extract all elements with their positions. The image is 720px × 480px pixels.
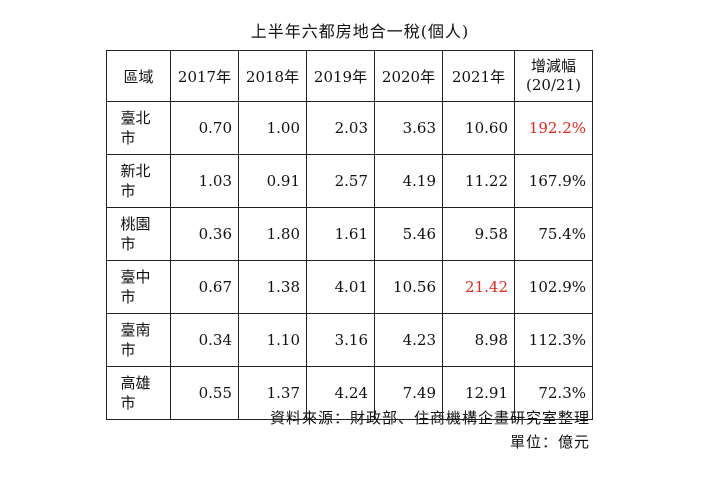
- change-cell: 75.4%: [514, 207, 593, 261]
- value-cell-2021: 12.91: [442, 366, 515, 420]
- region-cell: 新北市: [106, 154, 171, 208]
- value-cell-2021: 9.58: [442, 207, 515, 261]
- value-cell-2017: 0.70: [170, 101, 239, 155]
- table-row: 臺北市 0.70 1.00 2.03 3.63 10.60 192.2%: [106, 101, 593, 155]
- change-cell: 102.9%: [514, 260, 593, 314]
- column-header-2018: 2018年: [238, 50, 307, 102]
- value-cell-2019: 1.61: [306, 207, 375, 261]
- tax-table: 區域 2017年 2018年 2019年 2020年 2021年 增減幅 (20…: [106, 50, 593, 420]
- value-cell-2021: 21.42: [442, 260, 515, 314]
- value-cell-2019: 3.16: [306, 313, 375, 367]
- value-cell-2019: 2.03: [306, 101, 375, 155]
- change-cell: 112.3%: [514, 313, 593, 367]
- value-cell-2021: 8.98: [442, 313, 515, 367]
- change-cell: 192.2%: [514, 101, 593, 155]
- value-cell-2020: 10.56: [374, 260, 443, 314]
- value-cell-2018: 0.91: [238, 154, 307, 208]
- change-cell: 72.3%: [514, 366, 593, 420]
- value-cell-2018: 1.37: [238, 366, 307, 420]
- region-label: 臺南市: [120, 321, 151, 359]
- change-header-label: 增減幅: [530, 57, 576, 75]
- column-header-2021: 2021年: [442, 50, 515, 102]
- table-row: 臺中市 0.67 1.38 4.01 10.56 21.42 102.9%: [106, 260, 593, 314]
- header-row: 區域 2017年 2018年 2019年 2020年 2021年 增減幅 (20…: [106, 50, 593, 102]
- column-header-region: 區域: [106, 50, 171, 102]
- column-header-change: 增減幅 (20/21): [514, 50, 593, 102]
- region-label: 臺北市: [120, 109, 151, 147]
- value-cell-2017: 0.34: [170, 313, 239, 367]
- table-title: 上半年六都房地合一稅(個人): [250, 22, 470, 41]
- region-cell: 臺北市: [106, 101, 171, 155]
- column-header-2020: 2020年: [374, 50, 443, 102]
- region-cell: 臺南市: [106, 313, 171, 367]
- value-cell-2018: 1.38: [238, 260, 307, 314]
- value-cell-2021: 10.60: [442, 101, 515, 155]
- region-label: 臺中市: [120, 268, 151, 306]
- value-cell-2021: 11.22: [442, 154, 515, 208]
- change-cell: 167.9%: [514, 154, 593, 208]
- table-row: 高雄市 0.55 1.37 4.24 7.49 12.91 72.3%: [106, 366, 593, 420]
- region-cell: 桃園市: [106, 207, 171, 261]
- value-cell-2018: 1.10: [238, 313, 307, 367]
- value-cell-2020: 4.19: [374, 154, 443, 208]
- table-row: 臺南市 0.34 1.10 3.16 4.23 8.98 112.3%: [106, 313, 593, 367]
- column-header-2017: 2017年: [170, 50, 239, 102]
- value-cell-2020: 3.63: [374, 101, 443, 155]
- value-cell-2020: 4.23: [374, 313, 443, 367]
- region-label: 桃園市: [120, 215, 151, 253]
- column-header-2019: 2019年: [306, 50, 375, 102]
- value-cell-2019: 2.57: [306, 154, 375, 208]
- value-cell-2017: 1.03: [170, 154, 239, 208]
- table-row: 新北市 1.03 0.91 2.57 4.19 11.22 167.9%: [106, 154, 593, 208]
- region-cell: 高雄市: [106, 366, 171, 420]
- value-cell-2019: 4.01: [306, 260, 375, 314]
- value-cell-2018: 1.80: [238, 207, 307, 261]
- source-note: 資料來源：財政部、住商機構企畫研究室整理: [269, 409, 590, 427]
- value-cell-2017: 0.55: [170, 366, 239, 420]
- value-cell-2018: 1.00: [238, 101, 307, 155]
- value-cell-2020: 5.46: [374, 207, 443, 261]
- value-cell-2017: 0.36: [170, 207, 239, 261]
- region-label: 新北市: [120, 162, 151, 200]
- value-cell-2019: 4.24: [306, 366, 375, 420]
- value-cell-2017: 0.67: [170, 260, 239, 314]
- region-cell: 臺中市: [106, 260, 171, 314]
- change-header-period: (20/21): [526, 76, 581, 94]
- region-label: 高雄市: [120, 374, 151, 412]
- table-row: 桃園市 0.36 1.80 1.61 5.46 9.58 75.4%: [106, 207, 593, 261]
- unit-note: 單位：億元: [509, 433, 590, 451]
